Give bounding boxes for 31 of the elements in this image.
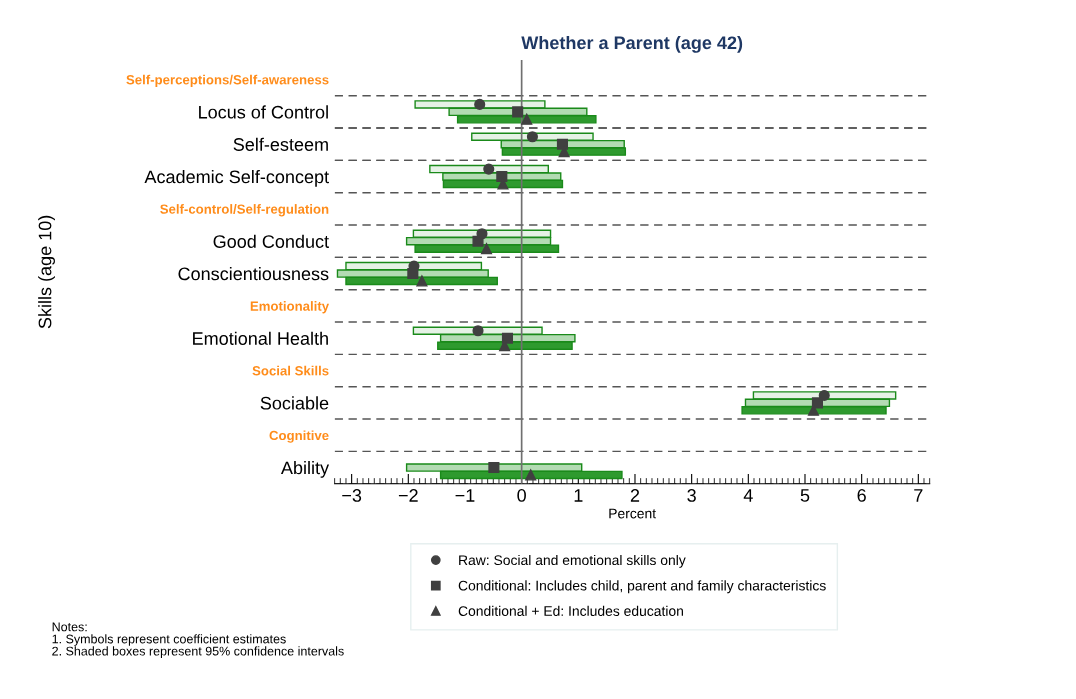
y-tick-label: Locus of Control [199, 105, 328, 119]
y-tick-label: Conscientiousness [178, 266, 329, 281]
x-tick-label: 0 [517, 489, 526, 502]
text: Notes: 1. Symbols represent coefficient estimates 2. Shaded boxes represent 95% confidence intervals [52, 622, 344, 658]
y-tick-label: Emotional Health [193, 331, 328, 345]
y-tick-label: Good Conduct [213, 234, 329, 248]
legend-label: Raw: Social and emotional skills only [459, 554, 686, 568]
y-tick-label: Cognitive [269, 430, 329, 443]
y-tick-label: Self-esteem [233, 137, 328, 151]
x-tick-label: 6 [857, 489, 866, 502]
legend-label: Conditional + Ed: Includes education [458, 605, 683, 616]
x-tick-label: −1 [455, 489, 475, 502]
y-tick-label: Social Skills [252, 365, 329, 376]
x-tick-label: 2 [630, 489, 640, 502]
x-axis-title: Percent [609, 508, 656, 519]
y-axis-title: Skills (age 10) [38, 215, 55, 329]
x-tick-label: 3 [687, 489, 696, 502]
x-tick-label: −3 [342, 489, 362, 502]
y-tick-label: Self-control/Self-regulation [160, 204, 329, 217]
legend-label: Conditional: Includes child, parent and family characteristics [458, 580, 826, 594]
x-tick-label: 5 [800, 489, 810, 502]
x-tick-label: −2 [398, 489, 418, 502]
y-tick-label: Academic Self-concept [144, 169, 329, 187]
y-tick-label: Sociable [260, 396, 329, 410]
chart-title: Whether a Parent (age 42) [521, 35, 743, 53]
x-tick-label: 1 [574, 489, 583, 502]
y-tick-label: Self-perceptions/Self-awareness [126, 74, 329, 88]
y-tick-label: Emotionality [250, 301, 330, 314]
x-tick-label: 7 [914, 489, 923, 502]
x-tick-label: 4 [743, 489, 753, 502]
y-tick-label: Ability [280, 461, 330, 478]
